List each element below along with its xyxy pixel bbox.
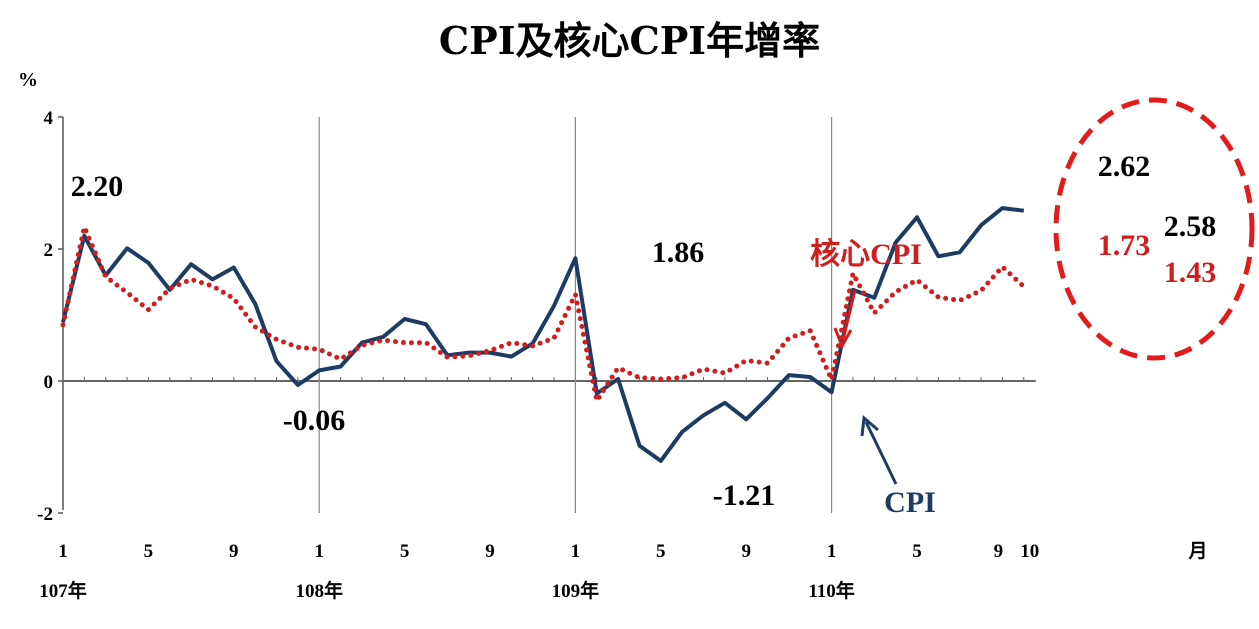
core-cpi-arrow-head: [833, 327, 853, 350]
x-tick-label: 1: [314, 541, 324, 562]
x-tick-label: 1: [58, 541, 68, 562]
core-cpi-oct-label: 1.43: [1164, 256, 1217, 289]
y-tick-label: 4: [44, 108, 54, 129]
cpi-peak-2018-label: 2.20: [71, 170, 124, 203]
x-tick-label: 10: [1020, 541, 1039, 562]
x-tick-label: 5: [656, 541, 666, 562]
highlight-ellipse: [1053, 97, 1255, 361]
x-tick-label: 5: [144, 541, 154, 562]
cpi-low-2020-label: -1.21: [713, 479, 776, 512]
year-label: 110年: [808, 579, 854, 602]
y-tick-label: 2: [44, 240, 54, 261]
x-tick-label: 9: [741, 541, 751, 562]
x-tick-label: 1: [827, 541, 837, 562]
cpi-sep-label: 2.62: [1098, 150, 1151, 183]
cpi-arrow-shaft: [864, 421, 898, 485]
cpi-arrow-head: [860, 415, 879, 437]
core-cpi-sep-label: 1.73: [1098, 229, 1151, 262]
year-label: 109年: [552, 579, 600, 602]
year-label: 108年: [295, 579, 343, 602]
cpi-peak-2020-label: 1.86: [652, 236, 705, 269]
chart-title: CPI及核心CPI年增率: [438, 18, 821, 63]
x-tick-label: 1: [571, 541, 581, 562]
x-tick-label: 5: [912, 541, 922, 562]
x-tick-label: 5: [400, 541, 410, 562]
y-tick-label: 0: [44, 372, 54, 393]
cpi-oct-label: 2.58: [1164, 210, 1217, 243]
y-tick-label: -2: [37, 504, 53, 525]
core-cpi-series-label: 核心CPI: [810, 238, 922, 271]
x-tick-label: 9: [485, 541, 495, 562]
x-axis-unit-label: 月: [1187, 541, 1207, 562]
core-cpi-arrow-shaft: [841, 289, 857, 341]
y-axis-unit-label: %: [18, 69, 38, 91]
core-cpi-series-line: [60, 224, 1027, 404]
x-tick-label: 9: [229, 541, 239, 562]
year-label: 107年: [39, 579, 87, 602]
cpi-low-2019-label: -0.06: [283, 404, 346, 437]
cpi-series-label: CPI: [884, 486, 936, 519]
x-tick-label: 9: [994, 541, 1004, 562]
